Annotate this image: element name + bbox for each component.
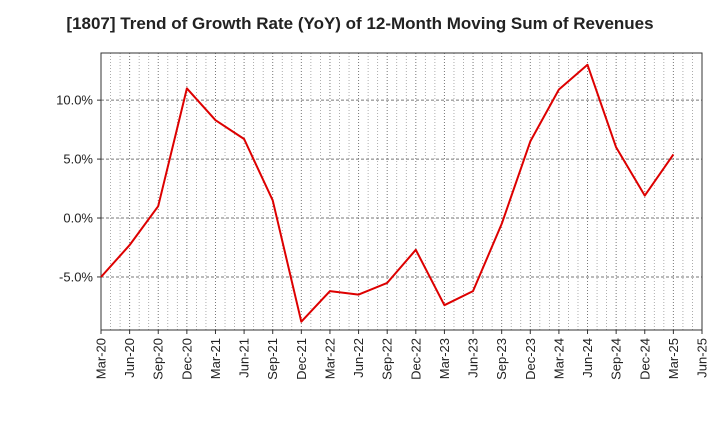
plot-area: [101, 53, 702, 330]
x-tick-label: Mar-22: [322, 338, 337, 379]
chart-title: [1807] Trend of Growth Rate (YoY) of 12-…: [66, 14, 654, 33]
y-tick-label: 10.0%: [56, 93, 93, 108]
x-tick-label: Dec-21: [294, 338, 309, 380]
x-tick-label: Jun-22: [351, 338, 366, 378]
series-line: [100, 63, 675, 323]
plot-border: [100, 52, 703, 331]
x-tick-label: Dec-22: [408, 338, 423, 380]
x-tick-label: Dec-20: [179, 338, 194, 380]
x-tick-label: Mar-24: [551, 338, 566, 379]
x-tick-label: Sep-24: [609, 338, 624, 380]
x-tick-label: Jun-23: [466, 338, 481, 378]
x-tick-label: Sep-23: [494, 338, 509, 380]
x-tick-label: Mar-21: [208, 338, 223, 379]
y-tick-label: 5.0%: [63, 152, 93, 167]
x-tick-label: Dec-24: [637, 338, 652, 380]
y-tick-label: 0.0%: [63, 211, 93, 226]
x-tick-label: Jun-24: [580, 338, 595, 378]
x-tick-label: Jun-21: [237, 338, 252, 378]
x-tick-label: Sep-22: [380, 338, 395, 380]
x-tick-label: Jun-25: [695, 338, 710, 378]
y-tick-label: -5.0%: [59, 269, 93, 284]
x-tick-label: Dec-23: [523, 338, 538, 380]
x-tick-label: Mar-20: [94, 338, 109, 379]
x-tick-label: Jun-20: [122, 338, 137, 378]
x-tick-label: Sep-20: [151, 338, 166, 380]
x-tick-label: Mar-23: [437, 338, 452, 379]
x-tick-label: Mar-25: [666, 338, 681, 379]
x-tick-label: Sep-21: [265, 338, 280, 380]
